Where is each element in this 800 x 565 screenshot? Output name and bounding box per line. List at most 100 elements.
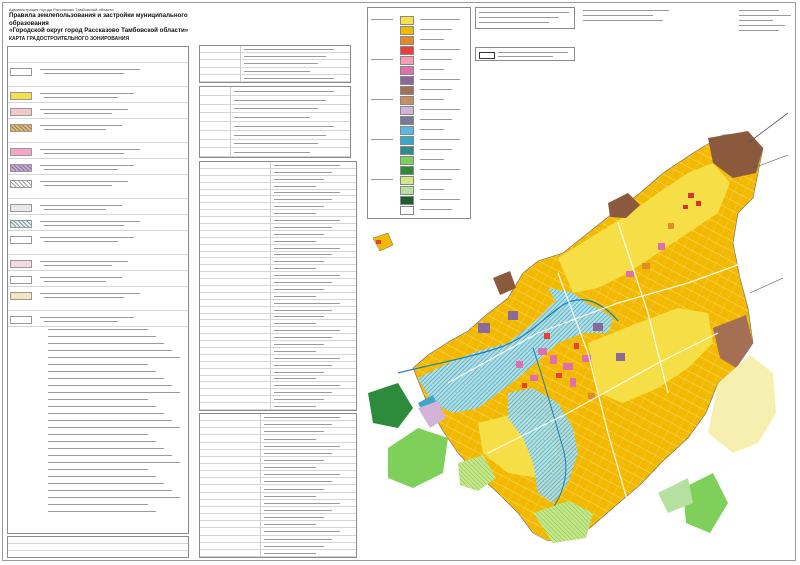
- legend-panel-top-right: [475, 7, 575, 29]
- table-row: [200, 449, 356, 457]
- table-row: [200, 313, 356, 321]
- admin-name: Администрация города Рассказово Тамбовск…: [9, 7, 114, 12]
- legend-swatch: [10, 68, 32, 76]
- special-zone: [708, 131, 763, 178]
- table-row: [200, 182, 356, 190]
- legend-row: [8, 121, 188, 143]
- zone-legend-swatch: [400, 116, 414, 125]
- legend-swatch: [10, 108, 32, 116]
- table-row: [200, 471, 356, 479]
- table-row: [200, 130, 350, 140]
- legend-panel-middle-second: [199, 86, 351, 158]
- table-row: [200, 521, 356, 529]
- zone-legend-swatch: [400, 96, 414, 105]
- stamp-block-top-right: [583, 7, 673, 29]
- table-row: [200, 53, 350, 61]
- zone-legend-swatch: [400, 66, 414, 75]
- table-row: [200, 175, 356, 183]
- zone-legend-swatch: [400, 86, 414, 95]
- table-row: [200, 375, 356, 383]
- table-row: [200, 292, 356, 300]
- table-row: [200, 67, 350, 75]
- zone-legend-swatch: [400, 106, 414, 115]
- table-row: [200, 382, 356, 390]
- table-row: [200, 196, 356, 204]
- table-row: [200, 306, 356, 314]
- legend-swatch: [10, 292, 32, 300]
- table-row: [200, 286, 356, 293]
- table-row: [200, 334, 356, 342]
- railway-line: [747, 112, 788, 144]
- table-row: [200, 456, 356, 465]
- sheet-subtitle: КАРТА ГРАДОСТРОИТЕЛЬНОГО ЗОНИРОВАНИЯ: [9, 35, 130, 42]
- table-row: [200, 224, 356, 231]
- zone-legend-swatch: [400, 176, 414, 185]
- table-row: [200, 396, 356, 404]
- table-row: [200, 87, 350, 96]
- legend-swatch: [10, 180, 32, 188]
- table-row: [200, 354, 356, 362]
- table-row: [200, 74, 350, 82]
- table-row: [200, 442, 356, 450]
- table-row: [200, 492, 356, 500]
- table-row: [200, 272, 356, 280]
- table-row: [200, 244, 356, 252]
- zone-legend-swatch: [400, 166, 414, 175]
- zone-legend-swatch: [400, 156, 414, 165]
- table-row: [200, 210, 356, 218]
- table-row: [200, 148, 350, 157]
- table-row: [200, 542, 356, 550]
- legend-swatch: [10, 164, 32, 172]
- table-row: [200, 348, 356, 355]
- zone-legend-swatch: [400, 76, 414, 85]
- detached-parcel: [372, 232, 394, 252]
- zone-legend-swatch: [400, 16, 414, 25]
- table-row: [200, 237, 356, 245]
- table-row: [200, 320, 356, 328]
- zone-legend-swatch: [400, 36, 414, 45]
- legend-row: [8, 65, 188, 87]
- legend-left-header: [8, 47, 188, 63]
- table-row: [200, 46, 350, 54]
- table-row: [200, 203, 356, 211]
- zone-legend-swatch: [400, 46, 414, 55]
- table-row: [200, 389, 356, 397]
- legend-swatch: [10, 236, 32, 244]
- zone-legend-swatch: [400, 56, 414, 65]
- river-floodplain: [418, 298, 613, 413]
- table-row: [200, 113, 350, 122]
- table-row: [200, 230, 356, 238]
- table-row: [200, 341, 356, 348]
- agricultural-zone: [708, 355, 776, 453]
- table-row: [200, 528, 356, 536]
- table-row: [200, 361, 356, 369]
- table-row: [200, 428, 356, 436]
- zone-legend-swatch: [400, 186, 414, 195]
- stamp-block-corner: [739, 7, 795, 37]
- zoning-map[interactable]: [358, 93, 788, 558]
- table-row: [200, 104, 350, 114]
- table-row: [200, 95, 350, 105]
- table-row: [200, 265, 356, 273]
- legend-panel-middle-lower: [199, 413, 357, 558]
- legend-swatch: [10, 148, 32, 156]
- zone-legend-swatch: [400, 126, 414, 135]
- table-row: [200, 122, 350, 131]
- table-row: [200, 506, 356, 515]
- legend-row: [8, 201, 188, 215]
- zone-legend-swatch: [400, 146, 414, 155]
- table-row: [200, 514, 356, 522]
- zone-legend-swatch: [400, 136, 414, 145]
- table-row: [200, 299, 356, 307]
- legend-row: [8, 89, 188, 103]
- table-row: [200, 549, 356, 557]
- legend-swatch: [10, 276, 32, 284]
- green-zone: [388, 428, 448, 488]
- legend-row: [8, 257, 188, 271]
- legend-panel-middle-large: [199, 161, 357, 411]
- legend-swatch: [10, 124, 32, 132]
- table-row: [200, 162, 356, 169]
- sheet-title-line-1: Правила землепользования и застройки мун…: [9, 12, 188, 27]
- legend-swatch: [10, 92, 32, 100]
